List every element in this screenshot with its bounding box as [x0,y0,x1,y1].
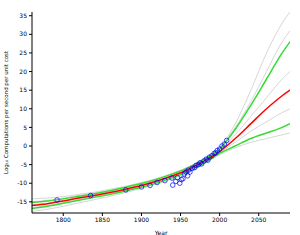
svg-text:-15: -15 [17,198,27,205]
svg-text:30: 30 [19,30,27,37]
svg-text:0: 0 [23,142,27,149]
svg-text:5: 5 [23,124,27,131]
svg-text:1850: 1850 [95,216,110,223]
svg-text:1900: 1900 [134,216,149,223]
svg-text:10: 10 [19,105,27,112]
svg-text:Year: Year [154,229,168,235]
svg-text:15: 15 [19,86,27,93]
svg-text:25: 25 [19,49,27,56]
svg-text:Log₁₀ Computations per second: Log₁₀ Computations per second per unit c… [8,50,10,174]
svg-text:1800: 1800 [56,216,71,223]
svg-text:2050: 2050 [251,216,266,223]
svg-text:1950: 1950 [173,216,188,223]
svg-text:20: 20 [19,68,27,75]
svg-text:-5: -5 [21,161,27,168]
svg-text:-10: -10 [17,179,27,186]
svg-text:2000: 2000 [212,216,227,223]
svg-text:35: 35 [19,12,27,19]
